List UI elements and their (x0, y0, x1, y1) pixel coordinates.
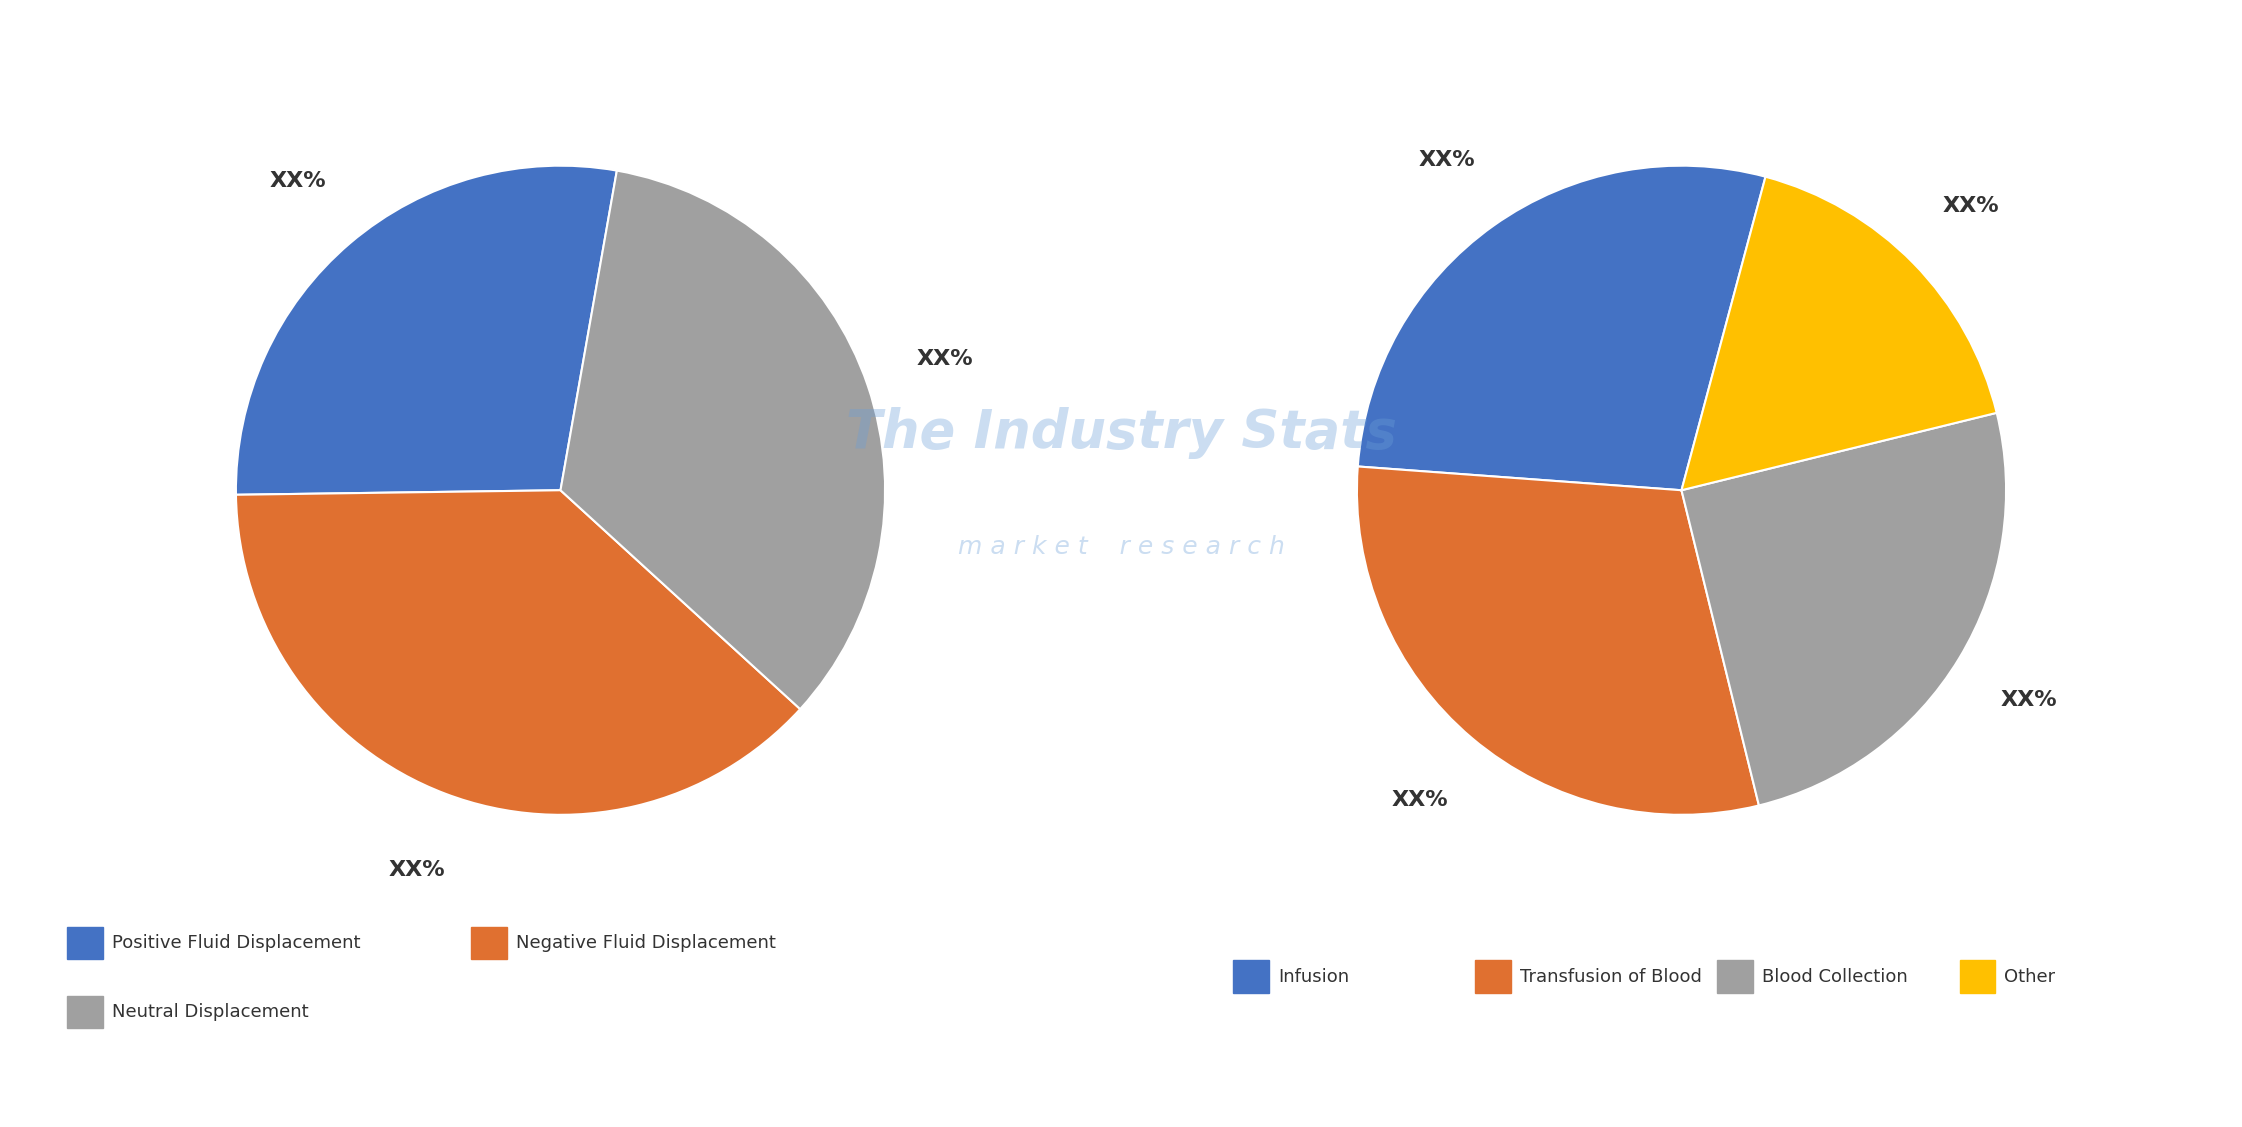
Text: XX%: XX% (1944, 196, 2000, 216)
Text: The Industry Stats: The Industry Stats (845, 408, 1397, 460)
Text: XX%: XX% (1392, 790, 1448, 810)
Wedge shape (235, 166, 617, 495)
Bar (1717, 960, 1753, 993)
Wedge shape (560, 170, 886, 709)
Text: Neutral Displacement: Neutral Displacement (112, 1003, 309, 1021)
Bar (1233, 960, 1269, 993)
Text: XX%: XX% (2000, 691, 2056, 710)
Text: Source: Theindustrystats Analysis: Source: Theindustrystats Analysis (27, 1076, 372, 1093)
Bar (67, 995, 103, 1028)
Text: Negative Fluid Displacement: Negative Fluid Displacement (516, 934, 776, 952)
Text: Email: sales@theindustrystats.com: Email: sales@theindustrystats.com (944, 1076, 1298, 1093)
Text: Other: Other (2004, 968, 2056, 985)
Bar (1960, 960, 1995, 993)
Bar (1475, 960, 1511, 993)
Text: XX%: XX% (269, 171, 325, 192)
Bar (67, 926, 103, 959)
Text: Transfusion of Blood: Transfusion of Blood (1520, 968, 1702, 985)
Text: m a r k e t    r e s e a r c h: m a r k e t r e s e a r c h (957, 535, 1285, 559)
Text: Website: www.theindustrystats.com: Website: www.theindustrystats.com (1847, 1076, 2215, 1093)
Text: Blood Collection: Blood Collection (1762, 968, 1908, 985)
Text: XX%: XX% (917, 349, 973, 370)
Wedge shape (1356, 467, 1760, 815)
Wedge shape (1682, 412, 2007, 806)
Wedge shape (235, 490, 800, 815)
Wedge shape (1682, 177, 1998, 490)
Text: Fig. Global Acute Care Needleless Connector Market Share by Product Types & Appl: Fig. Global Acute Care Needleless Connec… (27, 29, 1374, 55)
Text: Infusion: Infusion (1278, 968, 1350, 985)
Text: XX%: XX% (388, 860, 444, 879)
Wedge shape (1359, 166, 1764, 490)
Text: XX%: XX% (1419, 150, 1475, 169)
Text: Positive Fluid Displacement: Positive Fluid Displacement (112, 934, 361, 952)
Bar (471, 926, 507, 959)
